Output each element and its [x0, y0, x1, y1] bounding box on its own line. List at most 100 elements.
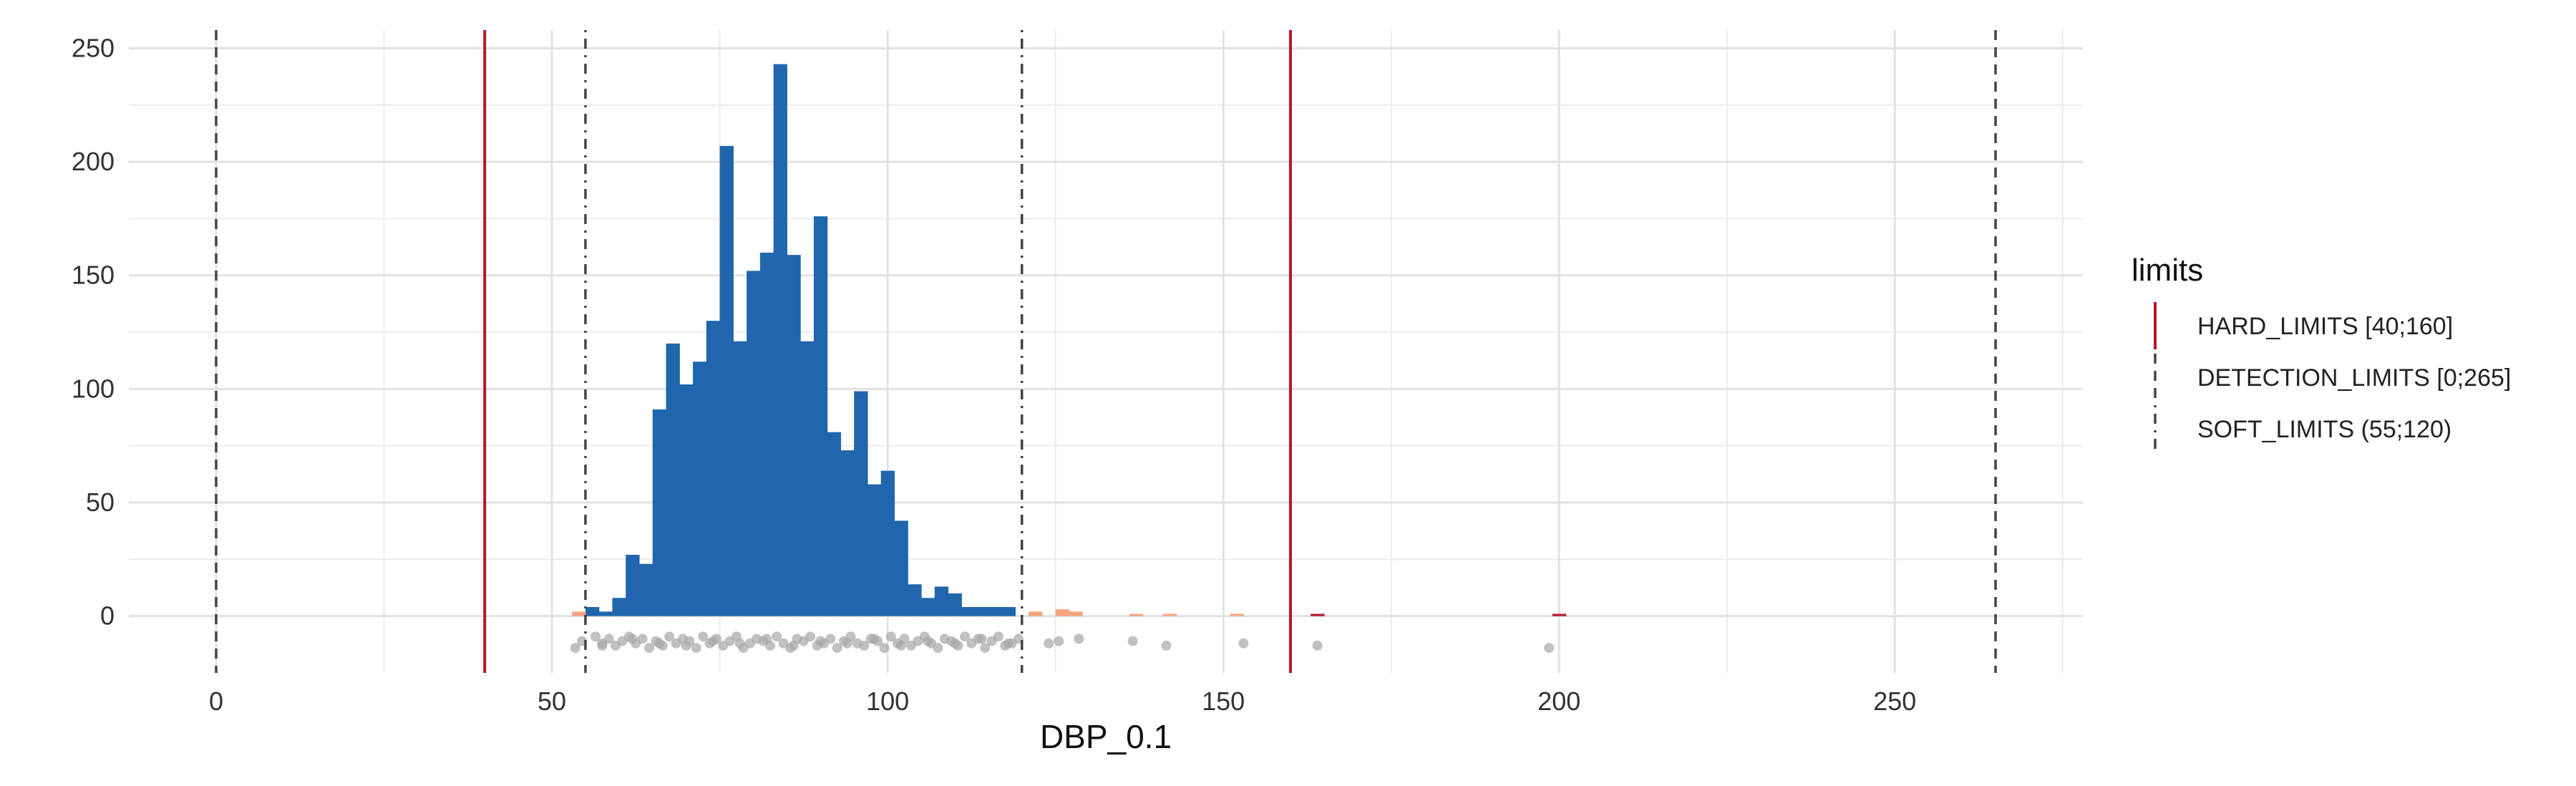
jitter-point — [590, 631, 601, 642]
bar-within-soft-limits — [934, 586, 949, 616]
bar-within-soft-limits — [585, 606, 600, 616]
bar-within-soft-limits — [693, 362, 707, 616]
jitter-point — [708, 636, 719, 646]
limit-lines — [215, 30, 1997, 673]
bar-within-soft-limits — [706, 321, 721, 616]
jitter-point — [879, 643, 890, 654]
legend: limits HARD_LIMITS [40;160] DETECTION_LIM… — [2132, 253, 2511, 452]
bar-within-soft-limits — [827, 432, 842, 616]
x-tick-label: 250 — [1873, 686, 1916, 716]
y-tick-label: 0 — [100, 601, 115, 631]
jitter-point — [976, 634, 987, 644]
bar-within-soft-limits — [840, 450, 855, 616]
jitter-point — [603, 634, 614, 644]
x-tick-label: 50 — [538, 686, 566, 716]
bar-within-soft-limits — [598, 611, 613, 616]
bar-within-soft-limits — [666, 343, 680, 616]
bar-within-soft-limits — [612, 598, 626, 616]
bar-within-soft-limits — [638, 563, 653, 616]
legend-label: SOFT_LIMITS (55;120) — [2197, 416, 2451, 443]
jitter-point — [1238, 638, 1249, 649]
jitter-point — [691, 643, 701, 654]
bar-outside-hard-limits — [1311, 613, 1325, 616]
jitter-point — [1544, 643, 1555, 654]
jitter-point — [895, 640, 906, 651]
y-tick-label: 100 — [72, 374, 115, 403]
jitter-point — [627, 634, 638, 644]
bar-within-soft-limits — [747, 271, 761, 616]
bar-within-soft-limits — [880, 470, 895, 616]
jitter-point — [1074, 634, 1084, 644]
jitter-point — [644, 643, 655, 654]
y-tick-label: 50 — [86, 487, 115, 517]
jitter-point — [859, 640, 870, 651]
jitter-point — [698, 631, 709, 642]
bar-outside-soft-limits — [1069, 611, 1083, 616]
jitter-point — [805, 631, 816, 642]
jitter-point — [772, 631, 782, 642]
jitter-point — [734, 638, 745, 649]
tick-labels: 0 50 100 150 200 250 0 50 100 150 200 250 — [72, 33, 1916, 716]
bar-outside-hard-limits — [1552, 613, 1567, 616]
jitter-point — [815, 636, 826, 646]
x-tick-label: 200 — [1537, 686, 1580, 716]
jitter-point — [923, 636, 933, 646]
bar-within-soft-limits — [867, 484, 882, 616]
legend-label: DETECTION_LIMITS [0;265] — [2197, 364, 2511, 392]
jitter-point — [842, 638, 852, 649]
bar-outside-soft-limits — [572, 611, 586, 616]
bar-within-soft-limits — [679, 384, 694, 616]
jitter-point — [637, 634, 648, 644]
histogram-bars — [572, 64, 1567, 616]
bar-within-soft-limits — [1001, 606, 1016, 616]
x-tick-label: 100 — [866, 686, 909, 716]
jitter-point — [949, 638, 960, 649]
jitter-point — [1161, 640, 1172, 651]
y-tick-label: 200 — [72, 147, 115, 176]
jitter-point — [1003, 638, 1014, 649]
legend-title: limits — [2132, 253, 2203, 288]
jitter-point — [1054, 636, 1064, 646]
jitter-point — [1127, 636, 1138, 646]
bar-within-soft-limits — [894, 520, 908, 616]
bar-outside-soft-limits — [1029, 611, 1043, 616]
y-tick-label: 250 — [72, 33, 115, 62]
x-axis-title: DBP_0.1 — [1040, 718, 1172, 755]
bar-within-soft-limits — [948, 593, 962, 616]
jitter-point — [654, 638, 665, 649]
jitter-point — [933, 643, 943, 654]
jitter-point — [1312, 640, 1323, 651]
bar-within-soft-limits — [787, 255, 801, 616]
jitter-points — [570, 631, 1555, 654]
bar-within-soft-limits — [921, 598, 935, 616]
jitter-point — [832, 643, 842, 654]
bar-within-soft-limits — [759, 252, 774, 616]
bar-outside-soft-limits — [1162, 613, 1177, 616]
bar-within-soft-limits — [626, 554, 640, 616]
legend-label: HARD_LIMITS [40;160] — [2197, 313, 2453, 340]
x-tick-label: 150 — [1202, 686, 1245, 716]
jitter-point — [664, 631, 675, 642]
bar-within-soft-limits — [733, 341, 747, 616]
jitter-point — [980, 643, 991, 654]
bar-within-soft-limits — [961, 606, 976, 616]
jitter-point — [993, 631, 1003, 642]
bar-within-soft-limits — [813, 216, 828, 616]
bar-within-soft-limits — [988, 606, 1003, 616]
jitter-point — [597, 640, 608, 651]
jitter-point — [762, 634, 772, 644]
y-tick-label: 150 — [72, 261, 115, 290]
bar-outside-soft-limits — [1230, 613, 1244, 616]
bar-outside-soft-limits — [1055, 609, 1070, 616]
jitter-point — [885, 631, 896, 642]
jitter-point — [869, 634, 880, 644]
bar-within-soft-limits — [854, 391, 868, 616]
bar-within-soft-limits — [800, 341, 815, 616]
jitter-point — [681, 640, 691, 651]
jitter-point — [825, 634, 836, 644]
bar-within-soft-limits — [773, 64, 787, 616]
grid-lines — [129, 30, 2083, 673]
bar-within-soft-limits — [652, 409, 667, 616]
